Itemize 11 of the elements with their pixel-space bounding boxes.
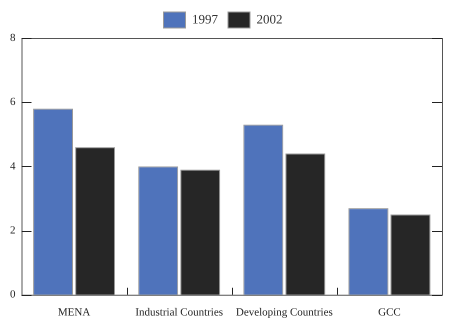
- x-tick-label: Industrial Countries: [135, 306, 224, 318]
- x-tick-label: MENA: [58, 306, 90, 318]
- legend-label: 1997: [192, 11, 218, 26]
- y-tick-label: 8: [10, 32, 16, 44]
- x-tick-label: GCC: [378, 306, 401, 318]
- x-tick-label: Developing Countries: [236, 306, 333, 318]
- y-tick-label: 4: [10, 160, 16, 172]
- y-tick-label: 6: [10, 96, 16, 108]
- legend-label: 2002: [256, 11, 282, 26]
- y-tick-label: 2: [10, 224, 16, 236]
- y-tick-label: 0: [10, 288, 16, 301]
